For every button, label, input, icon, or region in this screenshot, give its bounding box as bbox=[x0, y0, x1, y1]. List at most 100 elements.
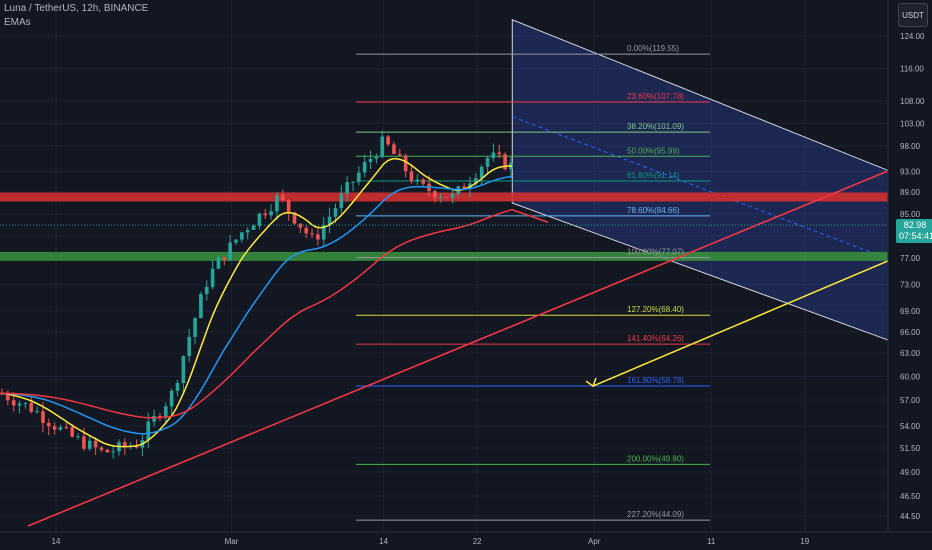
candle-body bbox=[199, 294, 203, 319]
fib-label: 161.80%(58.78) bbox=[627, 376, 684, 385]
time-tick-label: Apr bbox=[588, 537, 601, 546]
candle-body bbox=[281, 195, 285, 201]
price-tick-label: 108.00 bbox=[900, 97, 925, 106]
candle-body bbox=[52, 426, 57, 430]
candle-body bbox=[374, 157, 379, 159]
price-tick-label: 63.00 bbox=[900, 349, 921, 358]
candle-body bbox=[415, 179, 420, 182]
price-tick-label: 54.00 bbox=[900, 422, 921, 431]
time-axis: 14Mar1422Apr1119May923Jun1321Jul bbox=[0, 531, 932, 546]
candle-body bbox=[409, 171, 414, 182]
fib-label: 100.00%(77.07) bbox=[627, 248, 684, 257]
candle-body bbox=[11, 400, 16, 406]
candle-body bbox=[286, 200, 291, 213]
fib-label: 50.00%(95.99) bbox=[627, 146, 680, 155]
candle-body bbox=[351, 181, 355, 183]
price-tick-label: 77.00 bbox=[900, 254, 921, 263]
price-tick-label: 116.00 bbox=[900, 65, 924, 74]
candle-body bbox=[64, 427, 69, 429]
candle-body bbox=[438, 197, 443, 199]
fib-label: 141.40%(64.26) bbox=[627, 334, 684, 343]
fib-label: 61.80%(91.14) bbox=[627, 171, 680, 180]
candle-body bbox=[333, 208, 338, 217]
currency-badge[interactable]: USDT bbox=[898, 3, 928, 27]
candle-body bbox=[105, 449, 110, 453]
candle-body bbox=[245, 229, 250, 233]
candle-body bbox=[462, 186, 466, 189]
candle-body bbox=[41, 411, 45, 423]
price-tick-label: 103.00 bbox=[900, 120, 925, 129]
fib-label: 23.60%(107.78) bbox=[627, 92, 684, 101]
candle-body bbox=[357, 172, 361, 182]
candle-body bbox=[76, 436, 80, 438]
candle-body bbox=[316, 234, 320, 240]
rising-trendline bbox=[27, 151, 932, 527]
candle-body bbox=[134, 446, 139, 448]
candle-body bbox=[123, 442, 127, 447]
candle-body bbox=[292, 212, 297, 224]
projection-arrowhead bbox=[585, 377, 597, 388]
price-tick-label: 69.00 bbox=[900, 307, 921, 316]
candle-body bbox=[222, 257, 227, 260]
time-tick-label: 14 bbox=[52, 537, 61, 546]
last-price-badge: 82.98 07:54:41 bbox=[896, 219, 932, 243]
candle-body bbox=[368, 158, 373, 163]
descending-channel bbox=[511, 19, 932, 357]
fib-label: 227.20%(44.09) bbox=[627, 510, 684, 519]
ema-slow-line bbox=[0, 208, 549, 419]
candle-body bbox=[444, 197, 449, 199]
candle-body bbox=[263, 213, 268, 216]
price-tick-label: 98.00 bbox=[900, 142, 921, 151]
time-tick-label: 14 bbox=[379, 537, 388, 546]
candle-body bbox=[339, 193, 344, 209]
resistance-zone bbox=[0, 192, 888, 202]
candle-body bbox=[403, 155, 408, 172]
candle-body bbox=[181, 356, 186, 384]
price-tick-label: 51.50 bbox=[900, 444, 921, 453]
candle-body bbox=[93, 440, 98, 448]
candle-body bbox=[70, 427, 74, 437]
time-tick-label: 11 bbox=[707, 537, 716, 546]
fib-label: 38.20%(101.09) bbox=[627, 122, 684, 131]
time-tick-label: 22 bbox=[473, 537, 482, 546]
candle-body bbox=[380, 136, 385, 158]
candle-body bbox=[87, 440, 92, 449]
fib-label: 78.60%(84.66) bbox=[627, 206, 680, 215]
candle-body bbox=[310, 233, 314, 235]
price-tick-label: 93.00 bbox=[900, 168, 921, 177]
price-tick-label: 44.50 bbox=[900, 512, 921, 521]
price-axis-bg bbox=[888, 0, 932, 550]
candle-body bbox=[99, 447, 104, 450]
candle-body bbox=[17, 403, 22, 406]
candle-body bbox=[169, 390, 174, 407]
candle-body bbox=[491, 152, 496, 158]
candle-body bbox=[269, 211, 273, 216]
time-tick-label: Mar bbox=[225, 537, 239, 546]
price-tick-label: 124.00 bbox=[900, 32, 925, 41]
support-zone bbox=[0, 251, 888, 261]
fib-label: 127.20%(68.40) bbox=[627, 305, 684, 314]
candle-body bbox=[23, 402, 28, 404]
candle-body bbox=[193, 318, 197, 337]
fib-label: 200.00%(49.80) bbox=[627, 454, 684, 463]
candle-body bbox=[175, 383, 180, 391]
candle-body bbox=[6, 394, 10, 401]
price-tick-label: 60.00 bbox=[900, 373, 921, 382]
candle-body bbox=[474, 178, 478, 184]
candle-body bbox=[240, 232, 244, 240]
candle-body bbox=[164, 406, 168, 418]
time-tick-label: 19 bbox=[800, 537, 809, 546]
candle-body bbox=[111, 451, 115, 453]
candle-body bbox=[216, 257, 221, 269]
symbol-title: Luna / TetherUS, 12h, BINANCE bbox=[4, 3, 149, 14]
candle-body bbox=[503, 154, 507, 170]
price-tick-label: 46.50 bbox=[900, 492, 921, 501]
currency-label: USDT bbox=[902, 10, 924, 20]
bar-countdown: 07:54:41 bbox=[899, 231, 932, 241]
fib-retracement: 0.00%(119.55) 23.60%(107.78) 38.20%(101.09… bbox=[356, 44, 710, 521]
candle-body bbox=[362, 162, 367, 173]
candle-body bbox=[82, 436, 86, 449]
candle-body bbox=[485, 157, 490, 167]
